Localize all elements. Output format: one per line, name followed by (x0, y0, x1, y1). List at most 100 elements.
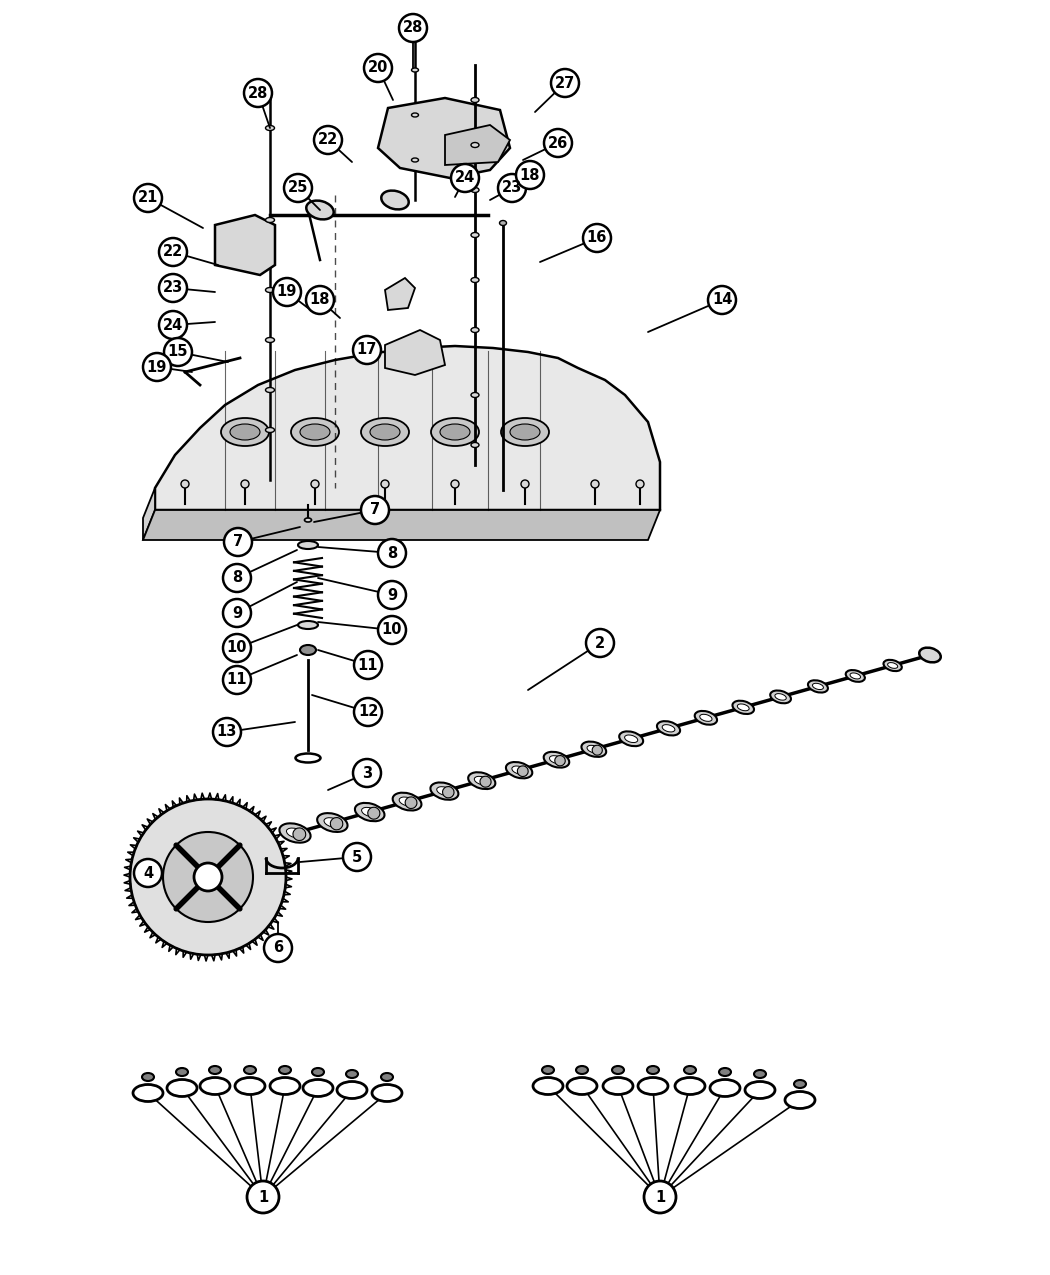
Text: 10: 10 (382, 622, 402, 638)
Ellipse shape (719, 1068, 731, 1076)
Ellipse shape (381, 1074, 393, 1081)
Circle shape (378, 616, 406, 644)
Ellipse shape (567, 1077, 597, 1094)
Ellipse shape (442, 787, 454, 798)
Ellipse shape (549, 756, 564, 764)
Ellipse shape (733, 701, 754, 714)
Circle shape (399, 14, 427, 42)
Ellipse shape (331, 817, 342, 830)
Circle shape (223, 564, 251, 592)
Ellipse shape (167, 1080, 197, 1096)
Text: 5: 5 (352, 849, 362, 864)
Ellipse shape (771, 691, 791, 704)
Ellipse shape (300, 645, 316, 655)
Circle shape (381, 479, 388, 488)
Circle shape (378, 581, 406, 609)
Text: 8: 8 (232, 570, 243, 585)
Circle shape (223, 599, 251, 627)
Polygon shape (155, 346, 660, 510)
Circle shape (591, 479, 598, 488)
Ellipse shape (612, 1066, 624, 1074)
Ellipse shape (298, 541, 318, 550)
Ellipse shape (287, 827, 303, 838)
Circle shape (353, 759, 381, 787)
Text: 15: 15 (168, 344, 188, 360)
Text: 24: 24 (455, 171, 475, 185)
Ellipse shape (372, 1085, 402, 1102)
Ellipse shape (266, 427, 274, 432)
Ellipse shape (304, 518, 312, 521)
Circle shape (244, 79, 272, 107)
Ellipse shape (710, 1080, 740, 1096)
Text: 20: 20 (368, 60, 388, 75)
Text: 6: 6 (273, 941, 284, 955)
Ellipse shape (587, 746, 601, 754)
Ellipse shape (298, 621, 318, 629)
Ellipse shape (291, 418, 339, 446)
Ellipse shape (235, 1077, 265, 1094)
Ellipse shape (370, 425, 400, 440)
Circle shape (134, 859, 162, 887)
Circle shape (224, 528, 252, 556)
Ellipse shape (471, 442, 479, 448)
Ellipse shape (921, 649, 939, 660)
Text: 26: 26 (548, 135, 568, 150)
Text: 2: 2 (595, 635, 605, 650)
Circle shape (583, 224, 611, 252)
Ellipse shape (501, 418, 549, 446)
Ellipse shape (209, 1066, 220, 1074)
Ellipse shape (785, 1091, 815, 1108)
Circle shape (159, 274, 187, 302)
Text: 7: 7 (233, 534, 243, 550)
Circle shape (343, 843, 371, 871)
Ellipse shape (295, 754, 320, 762)
Ellipse shape (883, 660, 902, 671)
Text: 19: 19 (277, 284, 297, 300)
Ellipse shape (887, 663, 898, 668)
Polygon shape (445, 125, 510, 164)
Circle shape (636, 479, 644, 488)
Ellipse shape (471, 143, 479, 148)
Circle shape (378, 539, 406, 567)
Text: 3: 3 (362, 765, 372, 780)
Circle shape (551, 69, 579, 97)
Ellipse shape (142, 1074, 154, 1081)
Ellipse shape (220, 418, 269, 446)
Text: 14: 14 (712, 292, 732, 307)
Text: 24: 24 (163, 317, 183, 333)
Ellipse shape (480, 776, 491, 787)
Text: 8: 8 (386, 546, 397, 561)
Ellipse shape (437, 787, 453, 796)
Ellipse shape (684, 1066, 696, 1074)
Circle shape (516, 161, 544, 189)
Circle shape (273, 278, 301, 306)
Ellipse shape (266, 388, 274, 393)
Ellipse shape (337, 1081, 368, 1099)
Ellipse shape (279, 1066, 291, 1074)
Circle shape (364, 54, 392, 82)
Ellipse shape (475, 776, 489, 785)
Text: 16: 16 (587, 231, 607, 246)
Circle shape (361, 496, 388, 524)
Ellipse shape (307, 200, 334, 219)
Ellipse shape (346, 1070, 358, 1077)
Ellipse shape (638, 1077, 668, 1094)
Circle shape (143, 353, 171, 381)
Text: 17: 17 (357, 343, 377, 357)
Polygon shape (143, 488, 155, 541)
Ellipse shape (133, 1085, 163, 1102)
Ellipse shape (542, 1066, 554, 1074)
Circle shape (247, 1181, 279, 1213)
Ellipse shape (533, 1077, 563, 1094)
Ellipse shape (244, 1066, 256, 1074)
Ellipse shape (510, 425, 540, 440)
Ellipse shape (471, 97, 479, 102)
Text: 22: 22 (318, 133, 338, 148)
Text: 28: 28 (248, 85, 268, 101)
Ellipse shape (576, 1066, 588, 1074)
Ellipse shape (266, 287, 274, 292)
Ellipse shape (399, 797, 415, 806)
Polygon shape (378, 98, 510, 178)
Ellipse shape (500, 221, 506, 226)
Circle shape (213, 718, 242, 746)
